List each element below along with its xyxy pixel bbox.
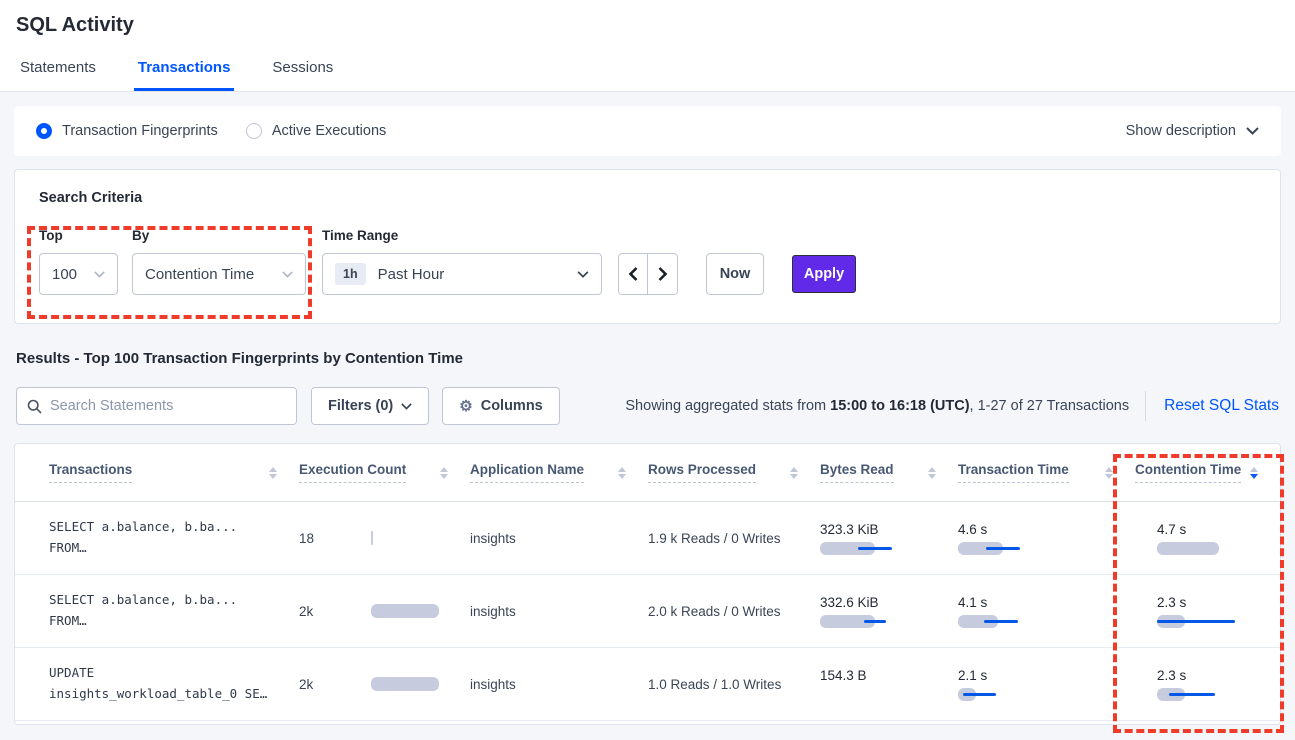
show-description-label: Show description [1125, 123, 1236, 139]
rows-processed-cell: 1.9 k Reads / 0 Writes [648, 530, 781, 546]
application-name-cell: insights [470, 603, 516, 619]
search-criteria-card: Search Criteria Top 100 By Contention Ti… [14, 169, 1281, 324]
chevron-down-icon [401, 402, 413, 410]
columns-button[interactable]: ⚙ Columns [442, 387, 560, 425]
col-header-contention-time[interactable]: Contention Time [1135, 462, 1280, 483]
table-row[interactable]: SELECT a.balance, b.ba... FROM… 2k insigh… [15, 575, 1280, 648]
divider [1145, 391, 1147, 421]
application-name-cell: insights [470, 530, 516, 546]
execution-count-cell: 2k [299, 677, 470, 692]
sort-icon[interactable] [790, 466, 798, 479]
radio-unselected-icon[interactable] [245, 123, 262, 139]
time-range-badge: 1h [335, 263, 366, 285]
filters-label: Filters (0) [328, 398, 394, 414]
bytes-read-cell: 332.6 KiB [820, 595, 958, 628]
chevron-down-icon [577, 270, 589, 278]
radio-active-executions-label: Active Executions [271, 123, 387, 139]
search-icon [27, 399, 42, 414]
rows-processed-cell: 2.0 k Reads / 0 Writes [648, 603, 781, 619]
top-label: Top [39, 228, 63, 243]
table-header-row: Transactions Execution Count Application… [15, 444, 1280, 502]
bytes-read-cell: 323.3 KiB [820, 522, 958, 555]
transaction-fingerprint-link[interactable]: SELECT a.balance, b.ba... FROM… [49, 592, 238, 628]
aggregated-stats-text: Showing aggregated stats from 15:00 to 1… [625, 398, 1130, 414]
stats-time-range: 15:00 to 16:18 (UTC) [830, 398, 970, 414]
sort-icon[interactable] [269, 466, 277, 479]
contention-time-cell: 2.3 s [1135, 595, 1280, 628]
now-button[interactable]: Now [706, 253, 764, 295]
reset-sql-stats-link[interactable]: Reset SQL Stats [1164, 397, 1279, 414]
transactions-table: Transactions Execution Count Application… [14, 443, 1281, 725]
transaction-fingerprint-link[interactable]: UPDATE insights_workload_table_0 SE… [49, 665, 268, 701]
col-header-bytes-read[interactable]: Bytes Read [820, 462, 958, 483]
chevron-down-icon [94, 270, 105, 278]
page-title: SQL Activity [16, 14, 134, 36]
by-select[interactable]: Contention Time [132, 253, 306, 295]
transaction-fingerprint-link[interactable]: SELECT a.balance, b.ba... FROM… [49, 519, 238, 555]
table-row[interactable]: UPDATE insights_workload_table_0 SE… 2k i… [15, 648, 1280, 721]
sort-icon-active-desc[interactable] [1250, 466, 1258, 479]
next-time-button[interactable] [648, 254, 677, 294]
col-header-transactions[interactable]: Transactions [15, 462, 299, 483]
chevron-left-icon [628, 267, 637, 281]
bytes-read-cell: 154.3 B [820, 667, 867, 683]
radio-selected-icon[interactable] [36, 123, 52, 139]
transaction-time-cell: 4.6 s [958, 522, 1135, 555]
chevron-down-icon [282, 270, 293, 278]
execution-count-cell: 2k [299, 604, 470, 619]
col-header-rows-processed[interactable]: Rows Processed [648, 462, 820, 483]
by-label: By [132, 228, 150, 243]
sort-icon[interactable] [440, 466, 448, 479]
radio-transaction-fingerprints[interactable]: Transaction Fingerprints [36, 123, 218, 139]
time-range-select[interactable]: 1h Past Hour [322, 253, 602, 295]
col-header-execution-count[interactable]: Execution Count [299, 462, 470, 483]
apply-button[interactable]: Apply [792, 255, 856, 293]
by-select-value: Contention Time [145, 265, 255, 283]
results-toolbar: Filters (0) ⚙ Columns Showing aggregated… [16, 387, 1279, 425]
page-header: SQL Activity Statements Transactions Ses… [0, 0, 1295, 92]
tab-transactions[interactable]: Transactions [133, 59, 235, 91]
chevron-right-icon [658, 267, 667, 281]
time-range-pager [618, 253, 678, 295]
execution-count-cell: 18 [299, 531, 470, 546]
search-statements-input[interactable] [50, 398, 286, 414]
col-header-transaction-time[interactable]: Transaction Time [958, 462, 1135, 483]
col-header-application-name[interactable]: Application Name [470, 462, 648, 483]
time-range-label: Time Range [322, 228, 399, 243]
show-description-toggle[interactable]: Show description [1126, 123, 1259, 139]
radio-active-executions[interactable]: Active Executions [245, 123, 387, 139]
tab-statements[interactable]: Statements [20, 59, 96, 76]
chevron-down-icon [1246, 127, 1259, 135]
search-criteria-title: Search Criteria [39, 190, 143, 206]
table-row[interactable]: SELECT a.balance, b.ba... FROM… 18 insigh… [15, 502, 1280, 575]
radio-fingerprints-label: Transaction Fingerprints [62, 123, 218, 139]
sort-icon[interactable] [618, 466, 626, 479]
transaction-time-cell: 4.1 s [958, 595, 1135, 628]
filters-button[interactable]: Filters (0) [311, 387, 430, 425]
prev-time-button[interactable] [619, 254, 648, 294]
contention-time-cell: 2.3 s [1135, 668, 1280, 701]
columns-label: Columns [480, 398, 543, 414]
tab-bar: Statements Transactions Sessions [16, 59, 1279, 91]
top-field: Top 100 [39, 228, 118, 295]
results-title: Results - Top 100 Transaction Fingerprin… [16, 350, 464, 367]
top-select[interactable]: 100 [39, 253, 118, 295]
search-criteria-controls: Top 100 By Contention Time Time Range 1h… [39, 228, 1256, 295]
top-select-value: 100 [52, 265, 78, 283]
search-statements-box[interactable] [16, 387, 297, 425]
gear-icon: ⚙ [459, 398, 473, 415]
transaction-time-cell: 2.1 s [958, 668, 1135, 701]
rows-processed-cell: 1.0 Reads / 1.0 Writes [648, 676, 782, 692]
contention-time-cell: 4.7 s [1135, 522, 1280, 555]
view-toggle-bar: Transaction Fingerprints Active Executio… [14, 106, 1281, 156]
sort-icon[interactable] [928, 466, 936, 479]
application-name-cell: insights [470, 676, 516, 692]
tab-sessions[interactable]: Sessions [272, 59, 334, 76]
by-field: By Contention Time [118, 228, 306, 295]
time-range-field: Time Range 1h Past Hour [306, 228, 602, 295]
time-range-value: Past Hour [377, 265, 445, 283]
sort-icon[interactable] [1105, 466, 1113, 479]
